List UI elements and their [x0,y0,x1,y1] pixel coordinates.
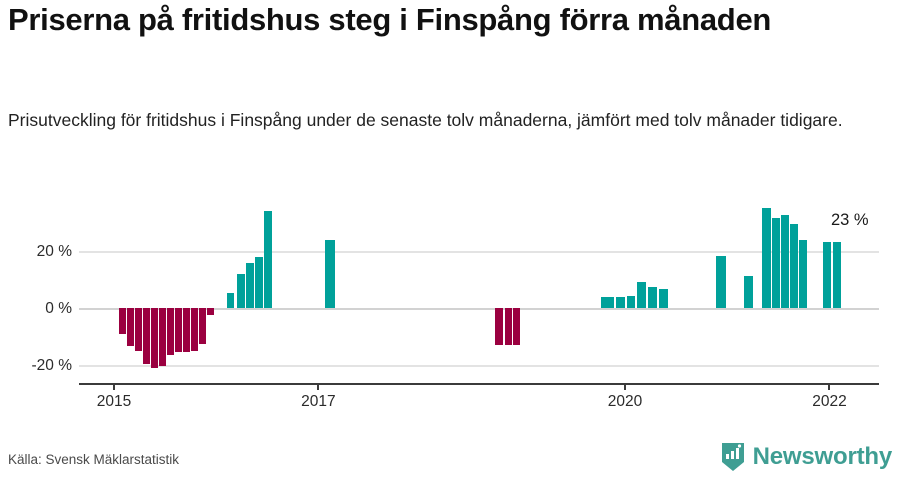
chart-bar [762,208,771,308]
chart-bar [143,308,150,364]
x-axis-line [79,383,879,385]
gridline [79,251,879,253]
chart-bar [744,276,753,308]
chart-bar [237,273,245,308]
bar-value-label: 23 % [831,210,869,229]
y-axis-tick-label: -20 % [31,357,73,374]
chart-bar [505,308,512,346]
chart-bar [175,308,182,353]
brand-name: Newsworthy [752,443,893,470]
x-axis-tick-label: 2020 [607,393,643,410]
chart-bar [648,286,657,308]
y-axis-tick-label: 0 % [45,300,72,317]
brand-logo: Newsworthy [720,442,892,472]
chart-bar [772,217,780,308]
page-subtitle: Prisutveckling för fritidshus i Finspång… [8,110,843,130]
chart-bar [325,239,335,308]
x-axis-tick-label: 2022 [812,393,847,410]
chart-bar [601,296,614,308]
chart-bar [119,308,126,334]
chart-bar [659,288,668,308]
bar-chart-pin-icon [720,442,746,472]
x-axis-tick-mark [113,383,115,390]
x-axis-tick-label: 2015 [96,393,132,410]
chart-bar [191,308,198,351]
y-axis-tick-label: 20 % [36,243,72,260]
x-axis-tick-label: 2017 [301,393,336,410]
chart-bar [637,282,646,308]
chart-bar [227,292,234,308]
chart-bar [183,308,190,353]
chart-bar [255,256,263,308]
chart-bar [790,223,798,308]
x-axis-tick-mark [317,383,320,390]
chart-plot-area [79,190,879,383]
chart-bar [167,308,174,356]
page-title: Priserna på fritidshus steg i Finspång f… [8,2,772,37]
chart-bar [627,296,635,308]
chart-bar [833,242,841,308]
chart-bar [616,296,625,308]
chart-bar [135,308,142,351]
chart-bar [716,256,726,308]
chart-bar [159,308,166,367]
chart-bar [513,308,520,346]
chart-bar [246,262,254,308]
chart-bar [264,211,272,308]
chart-bar [207,308,214,316]
chart-bar [781,215,789,308]
gridline [79,365,879,367]
bar-chart: 20 % 0 % -20 % 2015 2017 2020 2022 23 % [0,190,900,410]
chart-bar [799,239,807,308]
chart-bar [199,308,206,344]
chart-bar [495,308,503,346]
chart-bar [127,308,134,347]
source-caption: Källa: Svensk Mäklarstatistik [8,452,180,467]
gridline [79,308,879,310]
chart-bar [151,308,158,368]
x-axis-tick-mark [624,383,627,390]
x-axis-tick-mark [828,383,831,390]
chart-bar [823,242,831,308]
